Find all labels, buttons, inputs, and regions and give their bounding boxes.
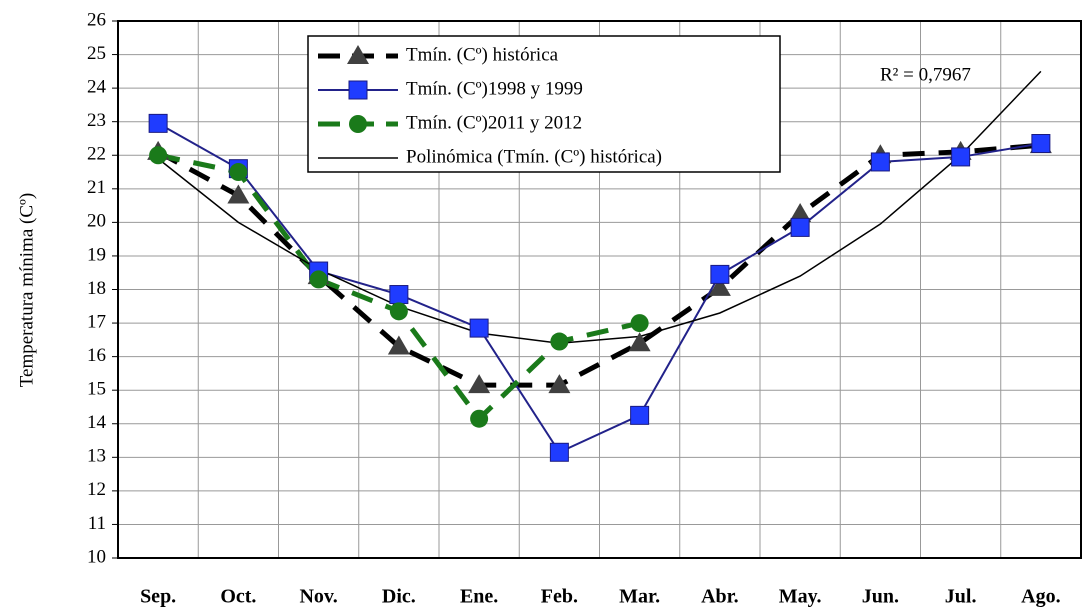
legend-label: Tmín. (Cº)1998 y 1999 (406, 78, 583, 99)
legend-label: Polinómica (Tmín. (Cº) histórica) (406, 146, 662, 167)
marker-square (549, 442, 569, 462)
marker-square (148, 113, 168, 133)
x-tick-label: Oct. (220, 586, 256, 608)
marker-triangle (708, 276, 731, 296)
plot-frame (117, 20, 1082, 559)
y-tick-label: 24 (87, 76, 107, 97)
marker-triangle (227, 184, 250, 204)
marker-square (389, 285, 409, 305)
y-tick-label: 18 (87, 278, 106, 299)
x-tick-label: Sep. (140, 586, 176, 608)
marker-square (951, 147, 971, 167)
y-tick-label: 12 (87, 479, 106, 500)
legend: Tmín. (Cº) histórica Tmín. (Cº)1998 y 199… (307, 35, 781, 173)
marker-square (710, 264, 730, 284)
marker-triangle (789, 202, 812, 222)
y-tick-label: 19 (87, 244, 106, 265)
x-tick-label: Nov. (299, 586, 337, 608)
marker-circle (229, 163, 248, 182)
y-tick-label: 21 (87, 177, 106, 198)
y-tick-label: 25 (87, 43, 106, 64)
marker-triangle (387, 335, 410, 355)
marker-circle (630, 314, 649, 333)
marker-square (348, 80, 368, 100)
x-tick-label: Abr. (701, 586, 739, 608)
marker-circle (470, 409, 489, 428)
y-tick-label: 14 (87, 412, 107, 433)
series-line (157, 70, 1042, 344)
marker-triangle (548, 374, 571, 394)
marker-circle (389, 302, 408, 321)
legend-label: Tmín. (Cº)2011 y 2012 (406, 112, 582, 133)
legend-label: Tmín. (Cº) histórica (406, 44, 559, 65)
marker-square (469, 318, 489, 338)
x-tick-label: Ene. (460, 586, 498, 608)
x-tick-label: Jul. (945, 586, 977, 608)
x-tick-label: Mar. (619, 586, 660, 608)
y-tick-label: 13 (87, 446, 106, 467)
marker-triangle (628, 332, 651, 352)
marker-square (1031, 134, 1051, 154)
marker-triangle (347, 45, 369, 64)
marker-circle (550, 332, 569, 351)
annotation: R² = 0,7967 (880, 64, 971, 85)
x-tick-label: Feb. (541, 586, 578, 608)
marker-triangle (468, 374, 491, 394)
y-tick-label: 15 (87, 379, 106, 400)
y-tick-label: 10 (87, 546, 106, 567)
marker-circle (149, 146, 168, 165)
y-tick-label: 11 (88, 513, 106, 534)
legend-box (307, 35, 781, 173)
y-axis-label: Temperatura mínima (Cº) (16, 193, 37, 388)
x-tick-label: Jun. (862, 586, 899, 608)
marker-circle (349, 115, 367, 133)
y-tick-label: 20 (87, 211, 106, 232)
marker-square (790, 217, 810, 237)
y-tick-label: 16 (87, 345, 106, 366)
x-tick-label: Ago. (1021, 586, 1060, 608)
marker-square (630, 405, 650, 425)
marker-circle (309, 270, 328, 289)
series-line (157, 122, 1042, 454)
x-tick-label: May. (779, 586, 822, 608)
y-tick-label: 22 (87, 144, 106, 165)
y-tick-label: 26 (87, 9, 106, 30)
marker-square (870, 152, 890, 172)
y-tick-label: 17 (87, 311, 106, 332)
y-tick-label: 23 (87, 110, 106, 131)
x-tick-label: Dic. (382, 586, 416, 608)
